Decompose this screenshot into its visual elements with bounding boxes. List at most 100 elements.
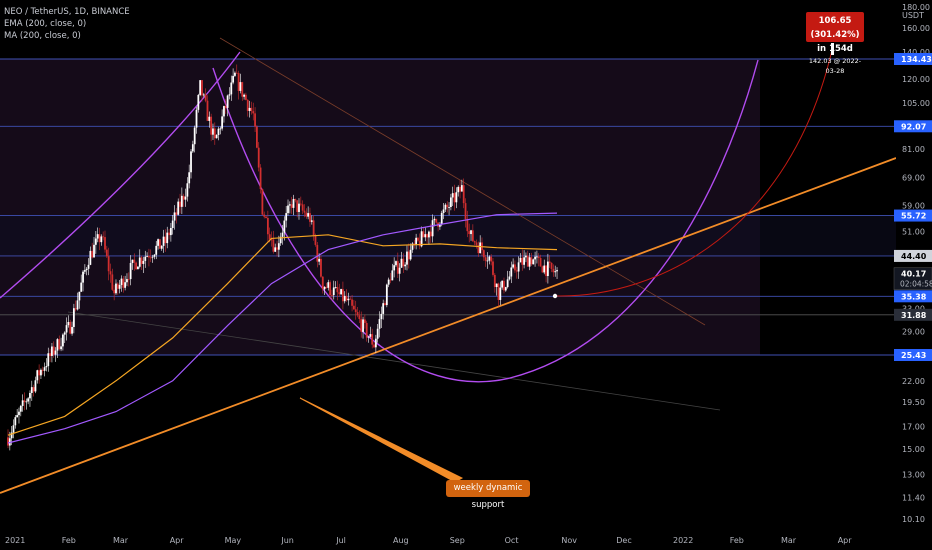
candle-body (345, 295, 348, 301)
candle-body (541, 266, 544, 273)
candle-body (266, 217, 269, 235)
candle-body (281, 232, 284, 237)
candle-body (202, 94, 205, 96)
candle-body (246, 99, 249, 111)
candle-body (404, 264, 407, 267)
candle-body (18, 411, 20, 416)
candle-body (171, 220, 174, 229)
ma-legend[interactable]: MA (200, close, 0) (4, 31, 81, 41)
price-tick: 11.40 (902, 494, 925, 503)
candle-body (250, 107, 253, 112)
candle-body (82, 271, 84, 283)
candle-body (468, 231, 471, 235)
candle-body (446, 204, 449, 208)
candle-body (113, 289, 116, 294)
candle-body (104, 237, 106, 250)
candle-body (43, 367, 46, 371)
candle-body (367, 336, 370, 338)
candle-body (371, 334, 374, 345)
candle-body (395, 261, 397, 266)
candle-body (301, 204, 304, 211)
candle-body (56, 339, 59, 351)
candle-body (532, 259, 535, 265)
badge-level-2: 92.07 (901, 122, 926, 131)
candle-body (148, 255, 150, 258)
projection-label[interactable]: 106.65 (301.42%) in 154d 142.03 @ 2022-0… (806, 12, 864, 75)
candle-body (398, 267, 401, 274)
candle-body (519, 257, 522, 263)
candle-body (406, 251, 408, 265)
candle-body (501, 280, 504, 288)
candle-body (248, 107, 251, 111)
candle-body (477, 245, 480, 254)
candle-body (283, 220, 286, 233)
candle-body (204, 94, 207, 101)
time-axis: 2021 Feb Mar Apr May Jun Jul Aug Sep Oct Nov Dec 202… (5, 536, 852, 545)
price-tick: 140.00 (902, 48, 930, 57)
badge-level-5-bg (894, 290, 932, 303)
candle-body (503, 280, 505, 291)
candle-body (234, 72, 236, 76)
candle-body (347, 298, 350, 301)
time-tick: May (225, 536, 242, 545)
candle-body (16, 415, 19, 418)
candle-body (197, 94, 200, 110)
price-tick: 105.00 (902, 99, 930, 108)
candle-body (411, 243, 414, 250)
candle-body (188, 172, 191, 184)
candle-body (382, 303, 385, 314)
candle-body (428, 231, 430, 238)
candle-body (362, 319, 364, 332)
candle-body (21, 400, 24, 406)
candle-body (177, 201, 180, 215)
candle-body (54, 350, 57, 355)
candle-body (552, 268, 555, 273)
price-tick: 29.00 (902, 328, 925, 337)
candle-body (536, 256, 538, 258)
candle-body (409, 249, 412, 260)
candle-body (389, 279, 392, 281)
candle-body (539, 258, 542, 267)
candle-body (201, 80, 203, 96)
candle-body (179, 201, 181, 207)
candle-body (105, 249, 108, 257)
candle-body (460, 185, 463, 192)
candle-body (71, 326, 73, 334)
candle-body (528, 257, 531, 267)
candle-body (537, 256, 540, 259)
candle-body (276, 247, 278, 250)
candle-body (482, 250, 485, 258)
time-tick: Aug (393, 536, 409, 545)
candle-body (312, 220, 315, 236)
candle-body (124, 282, 127, 288)
symbol-title[interactable]: NEO / TetherUS, 1D, BINANCE (4, 7, 130, 17)
candle-body (556, 270, 558, 272)
candle-body (303, 210, 306, 213)
badge-level-top-bg (894, 53, 932, 65)
price-tick: 180.00 (902, 3, 930, 12)
candle-body (376, 328, 379, 339)
candle-body (83, 270, 86, 272)
candle-body (307, 213, 310, 217)
candle-body (217, 128, 220, 136)
candle-body (351, 299, 353, 306)
candle-body (115, 283, 117, 294)
candle-body (137, 266, 139, 270)
candle-body (393, 265, 396, 271)
support-callout[interactable]: weekly dynamic support (446, 480, 530, 510)
candle-body (78, 291, 81, 301)
candle-body (60, 346, 62, 350)
candle-body (67, 321, 70, 326)
candle-body (309, 213, 311, 222)
candle-body (492, 261, 494, 275)
candle-body (515, 270, 518, 272)
candle-body (122, 278, 125, 288)
candle-body (365, 322, 368, 338)
candle-body (153, 254, 156, 257)
candle-body (195, 109, 198, 128)
candle-body (270, 239, 273, 241)
ema-legend[interactable]: EMA (200, close, 0) (4, 19, 87, 29)
badge-countdown: 02:04:58 (900, 280, 932, 289)
